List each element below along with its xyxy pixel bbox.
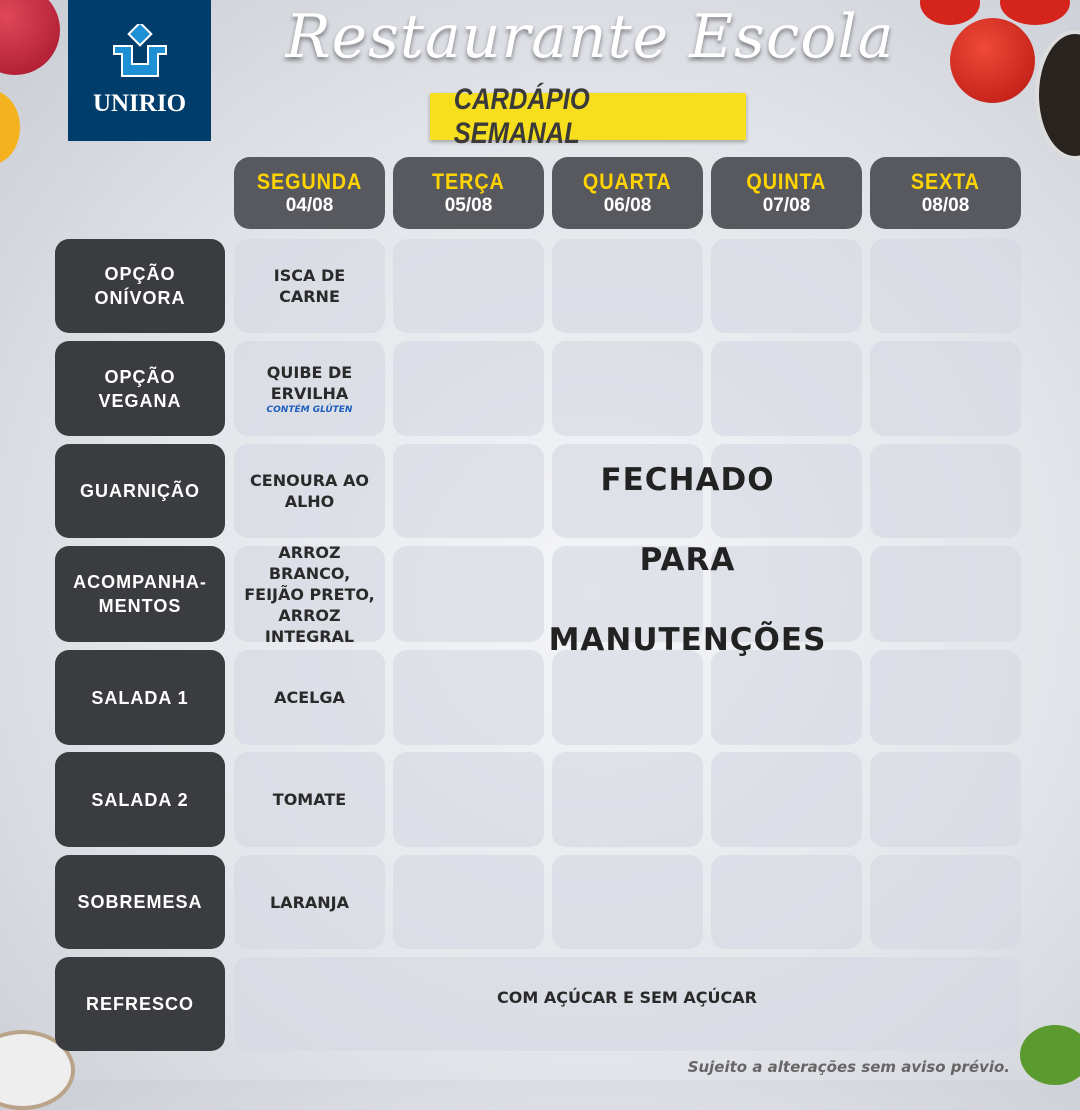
row-label: SALADA 1 [55,650,225,745]
menu-cell [870,239,1021,333]
row-label: GUARNIÇÃO [55,444,225,538]
day-date: 05/08 [444,195,493,216]
unirio-emblem-icon [112,23,167,77]
row-label-text: OPÇÃO ONÍVORA [94,264,186,308]
unirio-logo: UNIRIO [68,0,211,141]
day-header-3: QUINTA 07/08 [711,157,862,229]
allergen-note: CONTÉM GLÚTEN [266,404,353,415]
row-label: OPÇÃO VEGANA [55,341,225,436]
subtitle-banner: CARDÁPIO SEMANAL [430,83,746,150]
orange-decoration [0,90,20,165]
menu-item: COM AÇÚCAR E SEM AÇÚCAR [497,988,757,1007]
closed-line-3: MANUTENÇÕES [548,622,827,658]
menu-cell [711,444,862,538]
row-label: SOBREMESA [55,855,225,949]
row-label-text: ACOMPANHA-MENTOS [73,572,207,616]
menu-cell [711,855,862,949]
day-header-2: QUARTA 06/08 [552,157,703,229]
day-name: TERÇA [432,169,505,194]
menu-cell [870,752,1021,847]
menu-cell [393,341,544,436]
menu-cell [552,546,703,642]
apple-decoration [0,0,60,75]
day-date: 04/08 [285,195,334,216]
row-label-text: OPÇÃO VEGANA [98,366,182,411]
menu-cell: CENOURA AO ALHO [234,444,385,538]
row-label: REFRESCO [55,957,225,1051]
tomato-decoration [950,18,1035,103]
menu-cell [393,650,544,745]
menu-cell [552,239,703,333]
menu-cell [552,444,703,538]
row-label: ACOMPANHA-MENTOS [55,546,225,642]
menu-cell: TOMATE [234,752,385,847]
menu-cell [393,239,544,333]
menu-cell [711,239,862,333]
menu-item: LARANJA [269,892,349,912]
row-label-text: SOBREMESA [77,892,203,912]
row-label-text: GUARNIÇÃO [80,481,200,501]
menu-item: CENOURA AO ALHO [250,471,369,511]
menu-item: ISCA DE CARNE [273,266,346,306]
closed-line-2: PARA [639,542,736,578]
menu-cell [393,546,544,642]
day-name: SEGUNDA [256,169,363,194]
row-label-text: SALADA 1 [91,687,189,708]
day-name: QUINTA [746,169,827,194]
closed-line-1: FECHADO [600,462,775,498]
menu-cell [393,752,544,847]
logo-text: UNIRIO [92,89,187,117]
menu-cell [870,546,1021,642]
row-label-text: SALADA 2 [91,789,189,810]
menu-cell [552,855,703,949]
row-label: SALADA 2 [55,752,225,847]
menu-cell [393,855,544,949]
pepper-bowl-decoration [1035,30,1080,160]
menu-cell [711,752,862,847]
day-header-4: SEXTA 08/08 [870,157,1021,229]
menu-cell [870,650,1021,745]
menu-cell [870,444,1021,538]
day-date: 08/08 [921,195,970,216]
menu-cell: ISCA DE CARNE [234,239,385,333]
menu-item: TOMATE [272,790,347,809]
day-date: 07/08 [762,195,811,216]
menu-cell [711,650,862,745]
herb-decoration [1020,1025,1080,1085]
menu-cell: ARROZ BRANCO, FEIJÃO PRETO, ARROZ INTEGR… [234,543,385,646]
menu-cell [552,752,703,847]
menu-item: QUIBE DE ERVILHA [266,362,353,403]
footer-note: Sujeito a alterações sem aviso prévio. [687,1058,1010,1076]
menu-item: ARROZ BRANCO, FEIJÃO PRETO, ARROZ INTEGR… [244,542,375,646]
menu-cell [870,341,1021,436]
day-header-0: SEGUNDA 04/08 [234,157,385,229]
menu-cell [711,546,862,642]
menu-cell [552,650,703,745]
day-name: SEXTA [910,169,981,194]
day-header-1: TERÇA 05/08 [393,157,544,229]
page-title: Restaurante Escola [285,2,895,72]
menu-cell: LARANJA [234,855,385,949]
row-label-text: REFRESCO [85,994,194,1014]
menu-cell: ACELGA [234,650,385,745]
menu-cell: QUIBE DE ERVILHA CONTÉM GLÚTEN [234,341,385,436]
menu-cell [711,341,862,436]
menu-cell [870,855,1021,949]
menu-cell [393,444,544,538]
menu-item: ACELGA [274,688,345,707]
day-name: QUARTA [583,169,672,194]
menu-cell-refresco: COM AÇÚCAR E SEM AÇÚCAR [234,957,1020,1051]
day-date: 06/08 [603,195,652,216]
subtitle: CARDÁPIO SEMANAL [453,82,590,150]
menu-cell [552,341,703,436]
row-label: OPÇÃO ONÍVORA [55,239,225,333]
